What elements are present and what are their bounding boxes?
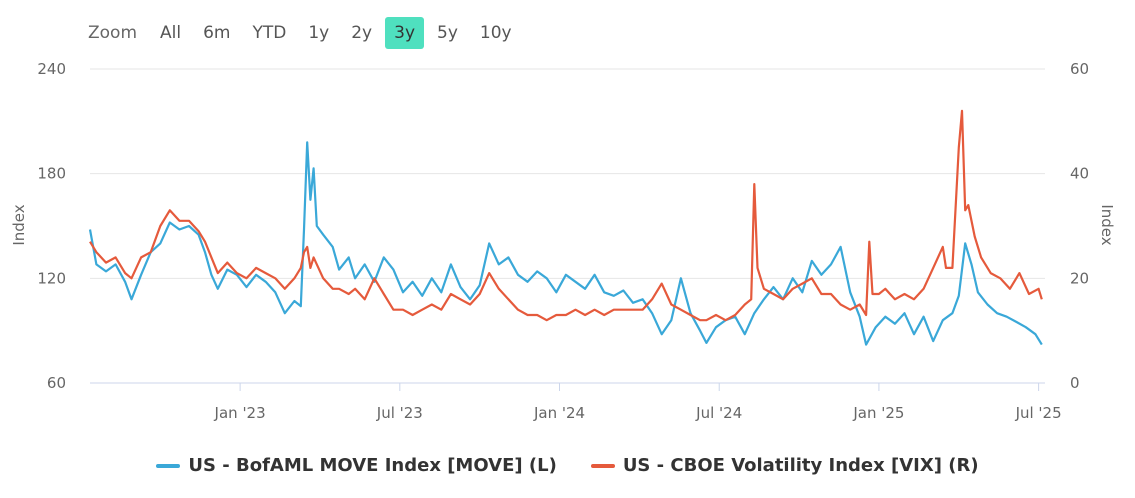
legend-swatch-vix xyxy=(590,463,615,468)
series-line-vix[interactable] xyxy=(89,109,1043,322)
y-axis-right-title: Index xyxy=(1098,204,1116,245)
legend-label-vix: US - CBOE Volatility Index [VIX] (R) xyxy=(622,455,979,476)
x-axis: Jan '23 Jul '23 Jan '24 Jul '24 Jan '25 Jul '… xyxy=(214,383,1062,422)
y-left-tick-120: 120 xyxy=(37,269,66,287)
x-tick-label-2: Jan '24 xyxy=(533,404,585,422)
y-left-tick-180: 180 xyxy=(37,165,66,183)
y-right-tick-60: 60 xyxy=(1070,60,1089,78)
y-axis-left: 240 180 120 60 xyxy=(37,60,66,392)
zoom-button-1y[interactable]: 1y xyxy=(308,23,330,43)
y-right-tick-0: 0 xyxy=(1070,374,1080,392)
volatility-chart: Jan '23 Jul '23 Jan '24 Jul '24 Jan '25 Jul '… xyxy=(10,60,1116,422)
zoom-button-10y[interactable]: 10y xyxy=(479,23,512,43)
x-tick-label-4: Jan '25 xyxy=(852,404,904,422)
legend-label-move: US - BofAML MOVE Index [MOVE] (L) xyxy=(188,455,557,476)
zoom-button-all[interactable]: All xyxy=(160,23,182,43)
zoom-button-ytd[interactable]: YTD xyxy=(252,23,287,43)
y-axis-right: 60 40 20 0 xyxy=(1070,60,1089,392)
zoom-button-3y[interactable]: 3y xyxy=(385,17,425,49)
y-axis-left-title: Index xyxy=(10,204,28,245)
y-left-tick-240: 240 xyxy=(37,60,66,78)
x-tick-label-1: Jul '23 xyxy=(376,404,423,422)
y-right-tick-40: 40 xyxy=(1070,165,1089,183)
x-tick-label-0: Jan '23 xyxy=(214,404,266,422)
series-group xyxy=(88,109,1043,346)
zoom-button-6m[interactable]: 6m xyxy=(203,23,231,43)
legend-item-vix[interactable]: US - CBOE Volatility Index [VIX] (R) xyxy=(590,455,979,476)
legend: US - BofAML MOVE Index [MOVE] (L) US - C… xyxy=(0,455,1135,476)
zoom-button-5y[interactable]: 5y xyxy=(437,23,458,43)
zoom-label: Zoom xyxy=(88,23,138,43)
legend-swatch-move xyxy=(156,463,181,468)
y-right-tick-20: 20 xyxy=(1070,269,1089,287)
x-tick-label-3: Jul '24 xyxy=(695,404,742,422)
legend-item-move[interactable]: US - BofAML MOVE Index [MOVE] (L) xyxy=(156,455,557,476)
y-left-tick-60: 60 xyxy=(47,374,66,392)
zoom-toolbar: Zoom All 6m YTD 1y 2y 3y 5y 10y xyxy=(80,16,525,50)
zoom-button-2y[interactable]: 2y xyxy=(351,23,373,43)
grid-lines xyxy=(90,68,1045,384)
x-tick-label-5: Jul '25 xyxy=(1015,404,1062,422)
series-line-move[interactable] xyxy=(88,141,1043,346)
